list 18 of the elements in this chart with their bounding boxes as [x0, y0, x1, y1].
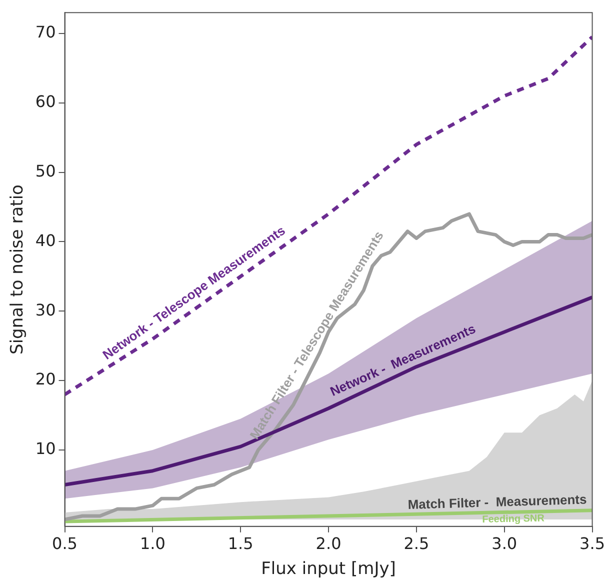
x-tick-label: 3.5: [580, 534, 606, 554]
y-tick-label: 50: [35, 161, 56, 180]
series-label: Feeding SNR: [482, 513, 546, 526]
y-tick-label: 10: [35, 439, 56, 458]
y-tick-label: 30: [35, 300, 56, 320]
x-tick-label: 1.5: [228, 534, 254, 554]
x-tick-label: 2.0: [316, 534, 342, 554]
y-tick-label: 60: [35, 92, 56, 112]
x-tick-label: 3.0: [492, 534, 518, 554]
x-axis-title: Flux input [mJy]: [261, 559, 396, 580]
y-tick-label: 40: [35, 230, 56, 250]
series-label: Match Filter - Measurements: [408, 492, 587, 512]
y-tick-label: 20: [35, 370, 56, 389]
x-tick-label: 0.5: [52, 534, 78, 554]
x-tick-label: 1.0: [140, 534, 166, 554]
x-tick-label: 2.5: [404, 534, 430, 554]
y-tick-label: 70: [35, 22, 56, 42]
y-axis-title: Signal to noise ratio: [8, 184, 28, 354]
